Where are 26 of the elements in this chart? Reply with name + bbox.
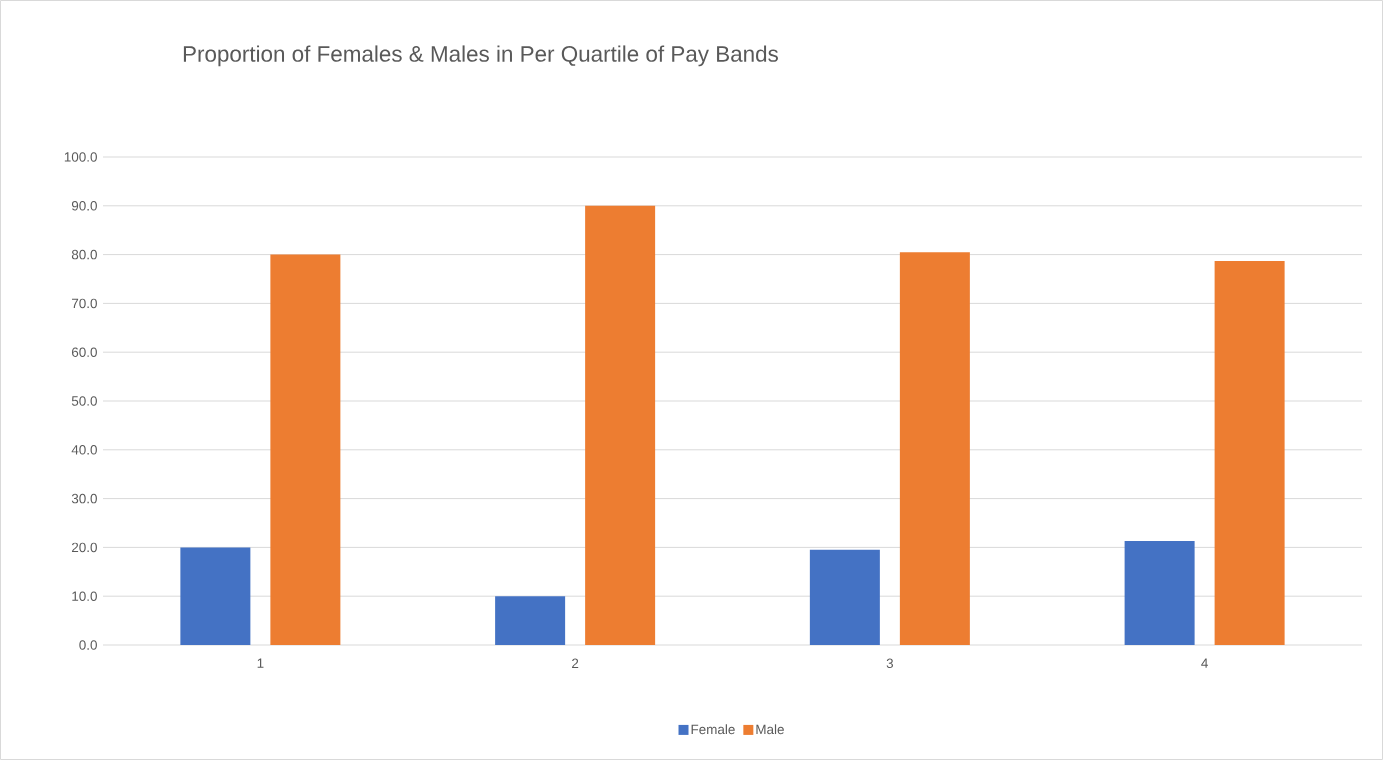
chart-title: Proportion of Females & Males in Per Quartile of Pay Bands [183, 45, 778, 67]
legend-label: Female [691, 724, 735, 735]
y-tick-label: 0.0 [79, 640, 97, 650]
y-tick-label: 80.0 [71, 249, 97, 260]
y-tick-label: 30.0 [71, 493, 97, 504]
x-tick-label: 3 [886, 658, 894, 669]
bar [1124, 541, 1195, 645]
legend-label: Male [756, 724, 784, 735]
x-tick-label: 1 [257, 658, 264, 668]
bar [899, 252, 970, 645]
bar [180, 547, 251, 645]
y-tick-label: 70.0 [71, 298, 97, 309]
y-tick-label: 20.0 [71, 542, 97, 553]
bar [1214, 260, 1285, 645]
y-tick-label: 10.0 [72, 591, 97, 601]
bar [809, 549, 880, 645]
y-tick-label: 100.0 [64, 152, 97, 162]
y-tick-label: 40.0 [71, 445, 97, 455]
y-tick-label: 90.0 [71, 201, 97, 211]
y-tick-label: 60.0 [71, 347, 97, 357]
y-tick-label: 50.0 [71, 396, 97, 406]
x-tick-label: 2 [572, 658, 579, 668]
bar [585, 205, 656, 645]
bar [495, 596, 566, 645]
x-tick-label: 4 [1201, 658, 1208, 668]
bar [270, 254, 341, 645]
